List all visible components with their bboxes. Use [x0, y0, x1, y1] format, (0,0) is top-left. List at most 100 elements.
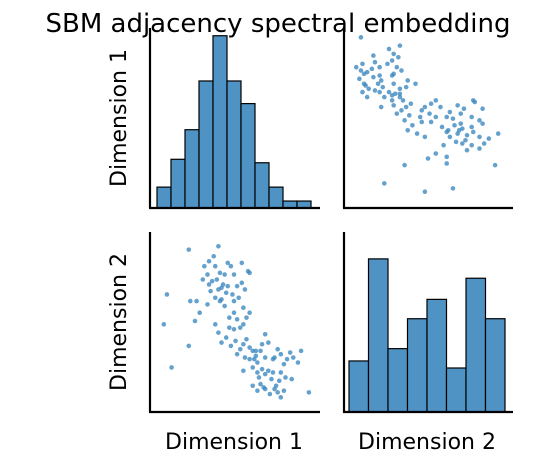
scatter-tr-point-32 — [452, 123, 457, 128]
scatter-bl-point-52 — [213, 322, 218, 327]
dim2-hist-bar-3 — [408, 319, 428, 412]
scatter-tr-point-72 — [395, 65, 400, 70]
scatter-tr-point-55 — [402, 118, 407, 123]
scatter-bl-point-104 — [296, 360, 301, 365]
scatter-tr-point-51 — [405, 128, 410, 133]
scatter-bl-point-20 — [230, 292, 235, 297]
scatter-tr-point-47 — [434, 151, 439, 156]
scatter-tr-point-54 — [410, 123, 415, 128]
scatter-tr-point-97 — [398, 43, 403, 48]
scatter-tr-point-15 — [471, 130, 476, 135]
ylabel-bottom: Dimension 2 — [107, 253, 132, 391]
scatter-tr-point-49 — [444, 161, 449, 166]
scatter-tr-point-12 — [496, 131, 501, 136]
scatter-tr-point-87 — [373, 60, 378, 65]
scatter-tr-point-0 — [451, 186, 456, 191]
scatter-bl-point-67 — [260, 342, 265, 347]
scatter-tr-point-41 — [427, 111, 432, 116]
scatter-tr-point-4 — [493, 163, 498, 168]
scatter-bl-point-89 — [255, 388, 260, 393]
panel-dim2-histogram — [343, 232, 513, 412]
chart-title: SBM adjacency spectral embedding — [45, 9, 510, 39]
scatter-tr-point-107 — [396, 55, 401, 60]
scatter-bl-point-101 — [289, 377, 294, 382]
scatter-bl-point-103 — [243, 355, 248, 360]
scatter-tr-point-95 — [354, 65, 359, 70]
scatter-tr-point-46 — [454, 140, 459, 145]
scatter-bl-point-68 — [263, 332, 268, 337]
scatter-tr-point-81 — [379, 78, 384, 83]
scatter-tr-point-57 — [395, 111, 400, 116]
scatter-tr-point-105 — [379, 105, 384, 110]
scatter-tr-point-110 — [446, 128, 451, 133]
scatter-tr-point-38 — [440, 125, 445, 130]
scatter-bl-point-76 — [250, 365, 255, 370]
dim2-hist-bar-4 — [427, 299, 447, 412]
scatter-bl-point-95 — [279, 395, 284, 400]
scatter-bl-point-72 — [279, 352, 284, 357]
scatter-tr-point-92 — [357, 77, 362, 82]
scatter-bl-point-8 — [202, 264, 207, 269]
scatter-tr-point-76 — [382, 95, 387, 100]
scatter-bl-point-2 — [162, 322, 167, 327]
scatter-tr-point-2 — [423, 189, 428, 194]
scatter-tr-point-60 — [409, 101, 414, 106]
scatter-tr-point-104 — [387, 47, 392, 52]
scatter-tr-point-96 — [360, 62, 365, 67]
scatter-tr-point-99 — [391, 82, 396, 87]
scatter-bl-point-54 — [224, 335, 229, 340]
dim2-hist-bar-6 — [466, 278, 486, 412]
scatter-tr-point-22 — [448, 110, 453, 115]
scatter-tr-point-89 — [360, 90, 365, 95]
dim2-hist-bar-1 — [369, 259, 389, 412]
scatter-tr-point-64 — [387, 90, 392, 95]
scatter-tr-point-40 — [434, 115, 439, 120]
scatter-bl-point-22 — [236, 295, 241, 300]
ylabel-top: Dimension 1 — [107, 49, 132, 187]
scatter-bl-point-27 — [241, 305, 246, 310]
scatter-bl-point-49 — [188, 299, 193, 304]
scatter-tr-point-77 — [377, 90, 382, 95]
scatter-tr-point-1 — [382, 181, 387, 186]
dim1-histogram-bars — [157, 36, 311, 208]
scatter-bl-point-107 — [288, 350, 293, 355]
dim2-hist-bar-5 — [447, 368, 467, 412]
scatter-tr-point-69 — [405, 78, 410, 83]
scatter-bl-point-32 — [224, 290, 229, 295]
scatter-tr-point-21 — [444, 115, 449, 120]
scatter-bl-point-35 — [235, 284, 240, 289]
scatter-tr-point-30 — [455, 131, 460, 136]
scatter-tr-point-48 — [426, 156, 431, 161]
scatter-bl-point-105 — [241, 369, 246, 374]
scatter-bl-point-98 — [307, 390, 312, 395]
scatter-bl-point-9 — [207, 259, 212, 264]
scatter-tr-point-59 — [404, 105, 409, 110]
dim2-hist-bar-0 — [349, 361, 369, 412]
scatter-tr-point-73 — [385, 62, 390, 67]
scatter-tr-point-88 — [365, 95, 370, 100]
scatter-tr-point-39 — [429, 120, 434, 125]
scatter-tr-point-109 — [419, 120, 424, 125]
scatter-bl-point-47 — [197, 310, 202, 315]
scatter-tr-point-14 — [465, 133, 470, 138]
scatter-tr-point-6 — [469, 143, 474, 148]
scatter-bl-point-4 — [186, 247, 191, 252]
scatter-bl-point-43 — [241, 322, 246, 327]
scatter-tr-point-82 — [371, 75, 376, 80]
scatter-bl-point-102 — [272, 355, 277, 360]
scatter-bl-point-65 — [254, 354, 259, 359]
panel-scatter-bottom-left — [149, 232, 320, 412]
scatter-tr-point-44 — [429, 101, 434, 106]
scatter-bl-point-41 — [235, 317, 240, 322]
scatter-bl-point-108 — [254, 349, 259, 354]
scatter-bl-point-56 — [232, 327, 237, 332]
scatter-bl-point-82 — [269, 377, 274, 382]
panel-dim1-histogram — [149, 28, 320, 208]
scatter-tr-point-52 — [423, 135, 428, 140]
scatter-tr-point-31 — [460, 126, 465, 131]
scatter-bl-point-1 — [169, 365, 174, 370]
scatter-tr-point-65 — [393, 91, 398, 96]
scatter-points-bottom-left — [162, 244, 312, 400]
scatter-bl-point-110 — [219, 297, 224, 302]
